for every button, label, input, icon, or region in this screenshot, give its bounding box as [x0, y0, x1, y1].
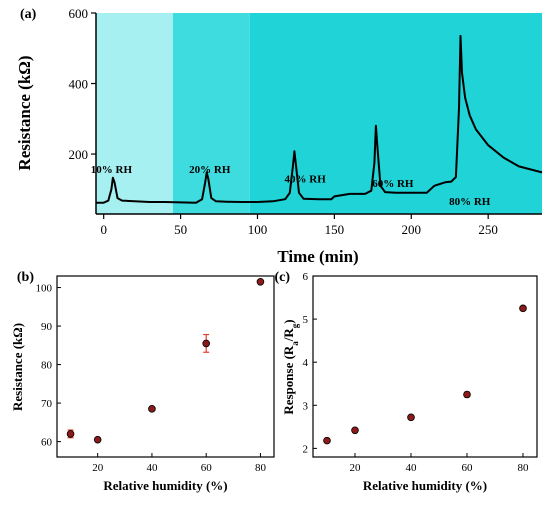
data-point: [148, 405, 156, 413]
x-axis-title: Relative humidity (%): [103, 478, 227, 493]
x-axis-title: Relative humidity (%): [363, 478, 487, 493]
background-band-10rh: [96, 13, 173, 214]
rh-annotation: 60% RH: [372, 178, 414, 190]
y-tick-label: 3: [303, 400, 309, 412]
y-axis-title: Resistance (kΩ): [10, 323, 25, 411]
x-tick-label: 20: [350, 462, 362, 474]
resistance-trace: [96, 34, 543, 204]
y-tick-label: 60: [41, 437, 53, 449]
y-tick-label: 400: [69, 77, 89, 92]
panel-a: 0 50 100 150 200 250 200 400 600 (a) Time (min) Res…: [15, 6, 543, 266]
y-axis-title: Resistance (kΩ): [15, 55, 34, 170]
x-tick-label: 60: [462, 462, 474, 474]
x-tick-label: 20: [92, 462, 104, 474]
y-tick-label: 80: [41, 360, 53, 372]
panel-label-b: (b): [17, 270, 34, 285]
x-tick-label: 200: [402, 222, 422, 237]
y-tick-label: 6: [303, 271, 309, 283]
x-tick-label: 50: [174, 222, 187, 237]
panel-label-c: (c): [274, 270, 290, 285]
rh-annotation: 20% RH: [189, 164, 231, 176]
y-axis-title: Response (Ra/Rg): [281, 319, 300, 414]
y-tick-label: 5: [303, 314, 309, 326]
y-tick-label: 2: [303, 443, 309, 455]
x-axis-title: Time (min): [277, 247, 358, 266]
data-point: [93, 435, 102, 444]
panel-label-a: (a): [20, 7, 37, 22]
x-tick-label: 80: [518, 462, 530, 474]
rh-annotation: 40% RH: [285, 173, 327, 185]
x-tick-label: 0: [100, 222, 107, 237]
rh-annotation: 10% RH: [91, 164, 133, 176]
data-point: [519, 304, 527, 313]
x-tick-label: 60: [201, 462, 213, 474]
data-point: [202, 339, 210, 348]
data-point: [323, 436, 331, 445]
y-tick-label: 70: [41, 398, 53, 410]
plot-frame: [56, 275, 275, 458]
x-tick-label: 150: [325, 222, 345, 237]
panel-b: 20 40 60 80 60 70 80 90 100(b) Relative humidity …: [10, 270, 275, 493]
x-tick-label: 40: [146, 462, 158, 474]
data-point: [407, 413, 415, 422]
data-point: [66, 430, 75, 438]
plot-frame: [312, 275, 538, 458]
panel-c: 20 40 60 80 2 3 4 5 6 (c) Relative humidity (%) Res…: [274, 270, 538, 493]
x-tick-label: 250: [478, 222, 498, 237]
background-band-20rh: [172, 13, 250, 214]
y-tick-label: 600: [69, 6, 89, 21]
y-tick-label: 4: [303, 357, 309, 369]
y-tick-label: 90: [41, 321, 53, 333]
y-tick-label: 100: [36, 283, 53, 295]
x-tick-label: 40: [406, 462, 418, 474]
rh-annotation: 80% RH: [449, 196, 491, 208]
x-tick-label: 80: [255, 462, 267, 474]
x-tick-label: 100: [248, 222, 268, 237]
y-tick-label: 200: [69, 147, 89, 162]
data-point: [256, 277, 265, 286]
data-point: [351, 426, 359, 435]
data-point: [463, 390, 471, 399]
